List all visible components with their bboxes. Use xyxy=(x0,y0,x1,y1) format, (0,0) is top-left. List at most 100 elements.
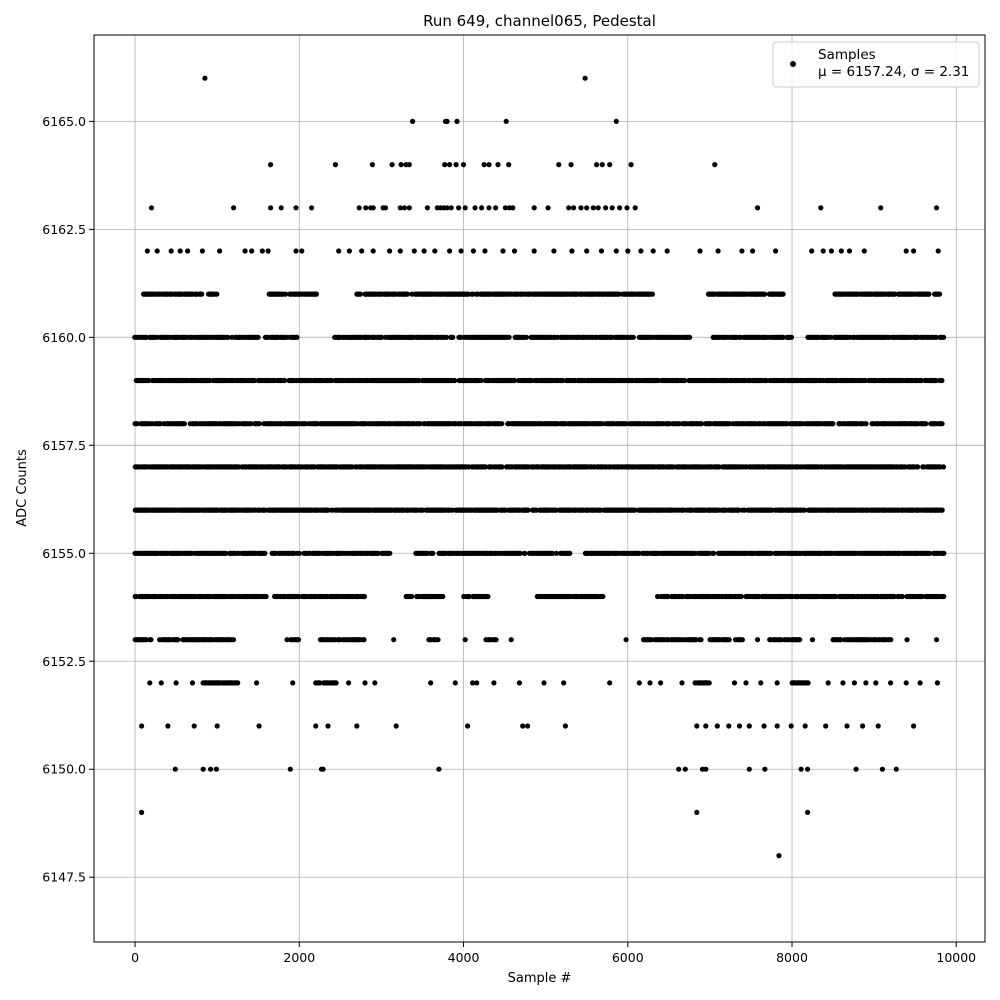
data-point xyxy=(185,248,191,254)
data-point xyxy=(523,334,530,340)
data-point xyxy=(213,766,219,772)
data-point xyxy=(389,162,395,168)
x-tick-label: 8000 xyxy=(776,950,808,965)
data-point xyxy=(878,205,884,211)
data-point xyxy=(698,637,704,643)
data-point xyxy=(798,766,804,772)
x-tick-label: 4000 xyxy=(448,950,480,965)
data-point xyxy=(506,162,512,168)
data-point xyxy=(361,637,367,643)
data-point xyxy=(632,205,638,211)
data-point xyxy=(147,680,153,686)
data-point xyxy=(256,421,262,427)
data-point xyxy=(788,723,794,729)
data-point xyxy=(935,248,941,254)
data-point xyxy=(780,334,786,340)
data-point xyxy=(283,291,289,297)
data-point xyxy=(568,162,574,168)
data-point xyxy=(325,723,331,729)
data-point xyxy=(168,248,174,254)
data-point xyxy=(406,162,412,168)
x-tick-label: 6000 xyxy=(612,950,644,965)
data-point xyxy=(172,766,178,772)
data-point xyxy=(846,248,853,254)
data-point xyxy=(863,421,869,427)
data-point xyxy=(454,118,460,124)
data-point xyxy=(217,248,223,254)
data-point xyxy=(500,248,506,254)
data-point xyxy=(923,421,929,427)
data-point xyxy=(939,421,945,427)
data-point xyxy=(460,162,467,168)
data-point xyxy=(788,334,795,340)
data-point xyxy=(158,680,164,686)
data-point xyxy=(840,680,846,686)
y-tick-label: 6165.0 xyxy=(42,114,86,129)
data-point xyxy=(566,205,572,211)
data-point xyxy=(443,334,449,340)
data-point xyxy=(230,637,237,643)
data-point xyxy=(268,205,274,211)
data-point xyxy=(624,205,630,211)
data-point xyxy=(551,248,557,254)
data-point xyxy=(293,205,299,211)
data-point xyxy=(899,593,905,600)
data-point xyxy=(522,550,528,556)
legend: Samples μ = 6157.24, σ = 2.31 xyxy=(772,41,980,88)
data-point xyxy=(265,248,271,254)
data-point xyxy=(470,248,476,254)
data-point xyxy=(918,377,924,384)
data-point xyxy=(299,248,305,254)
data-point xyxy=(525,507,531,513)
data-point xyxy=(214,680,220,686)
data-point xyxy=(456,205,462,211)
data-point xyxy=(628,162,634,168)
data-point xyxy=(401,205,407,211)
data-point xyxy=(598,248,605,254)
data-point xyxy=(440,593,446,600)
data-point xyxy=(397,248,403,254)
legend-marker xyxy=(790,61,796,67)
data-point xyxy=(561,680,567,686)
data-point xyxy=(448,205,454,211)
data-point xyxy=(491,680,497,686)
data-point xyxy=(146,377,152,384)
data-point xyxy=(687,334,693,340)
data-point xyxy=(780,291,786,297)
data-point xyxy=(853,766,859,772)
data-point xyxy=(879,766,886,772)
data-point xyxy=(616,291,622,297)
data-point xyxy=(941,593,947,600)
data-point xyxy=(903,248,909,254)
data-point xyxy=(256,723,262,729)
data-point xyxy=(649,291,656,297)
data-point xyxy=(173,680,179,686)
data-point xyxy=(711,550,717,556)
data-point xyxy=(809,248,815,254)
data-point xyxy=(482,248,488,254)
data-point xyxy=(911,723,917,729)
data-point xyxy=(417,421,423,427)
data-point xyxy=(739,248,745,254)
data-point xyxy=(436,766,442,772)
data-point xyxy=(208,766,214,772)
data-point xyxy=(357,291,363,297)
data-point xyxy=(482,464,489,470)
data-point xyxy=(453,162,459,168)
data-point xyxy=(863,680,869,686)
data-point xyxy=(531,248,537,254)
data-point xyxy=(658,680,664,686)
x-tick-label: 2000 xyxy=(283,950,315,965)
data-point xyxy=(478,377,484,384)
data-point xyxy=(556,162,562,168)
x-tick-label: 10000 xyxy=(936,950,976,965)
data-point xyxy=(838,248,844,254)
data-point xyxy=(199,248,205,254)
data-point xyxy=(406,205,412,211)
data-point xyxy=(714,723,720,729)
data-point xyxy=(452,377,458,384)
data-point xyxy=(915,464,921,470)
data-point xyxy=(411,248,417,254)
data-point xyxy=(940,464,947,470)
